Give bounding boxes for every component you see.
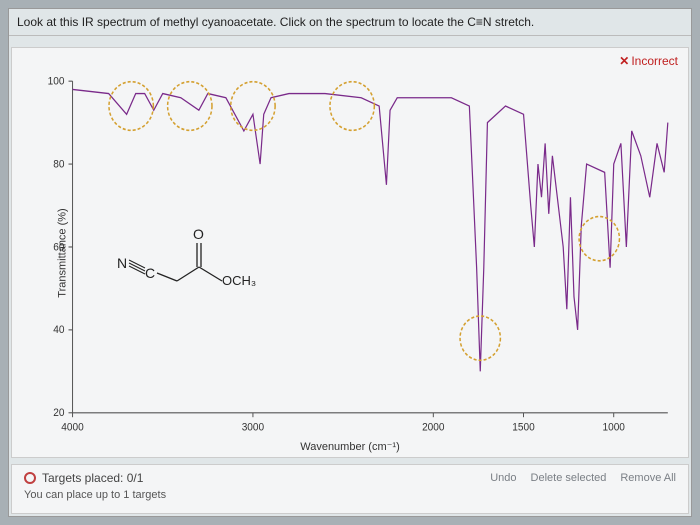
targets-count-label: Targets placed: 0/1 [42,471,143,485]
svg-text:OCH₃: OCH₃ [222,273,256,288]
svg-text:4000: 4000 [61,421,84,434]
svg-text:80: 80 [53,158,64,171]
spectrum-container[interactable]: ✕Incorrect 20406080100400030002000150010… [11,47,689,458]
targets-hint: You can place up to 1 targets [24,489,676,501]
svg-text:O: O [193,226,204,242]
remove-all-button[interactable]: Remove All [620,472,676,484]
svg-text:3000: 3000 [242,421,265,434]
svg-text:20: 20 [53,407,64,420]
main-panel: Look at this IR spectrum of methyl cyano… [8,8,692,517]
molecule-structure: N C O OCH₃ [117,223,267,290]
footer-actions: Undo Delete selected Remove All [490,472,676,484]
svg-text:1500: 1500 [512,421,535,434]
svg-text:C: C [145,265,155,281]
footer-bar: Targets placed: 0/1 Undo Delete selected… [11,464,689,514]
svg-text:N: N [117,255,127,271]
target-ring-icon [24,472,36,484]
x-axis-label: Wavenumber (cm⁻¹) [300,440,400,453]
svg-text:1000: 1000 [602,421,625,434]
svg-text:40: 40 [53,324,64,337]
y-axis-label: Transmittance (%) [57,208,69,297]
spectrum-plot[interactable]: 2040608010040003000200015001000 [12,48,688,457]
svg-text:2000: 2000 [422,421,445,434]
delete-selected-button[interactable]: Delete selected [531,472,607,484]
svg-text:100: 100 [48,75,65,88]
question-text: Look at this IR spectrum of methyl cyano… [9,9,691,36]
targets-placed: Targets placed: 0/1 [24,471,143,485]
undo-button[interactable]: Undo [490,472,516,484]
